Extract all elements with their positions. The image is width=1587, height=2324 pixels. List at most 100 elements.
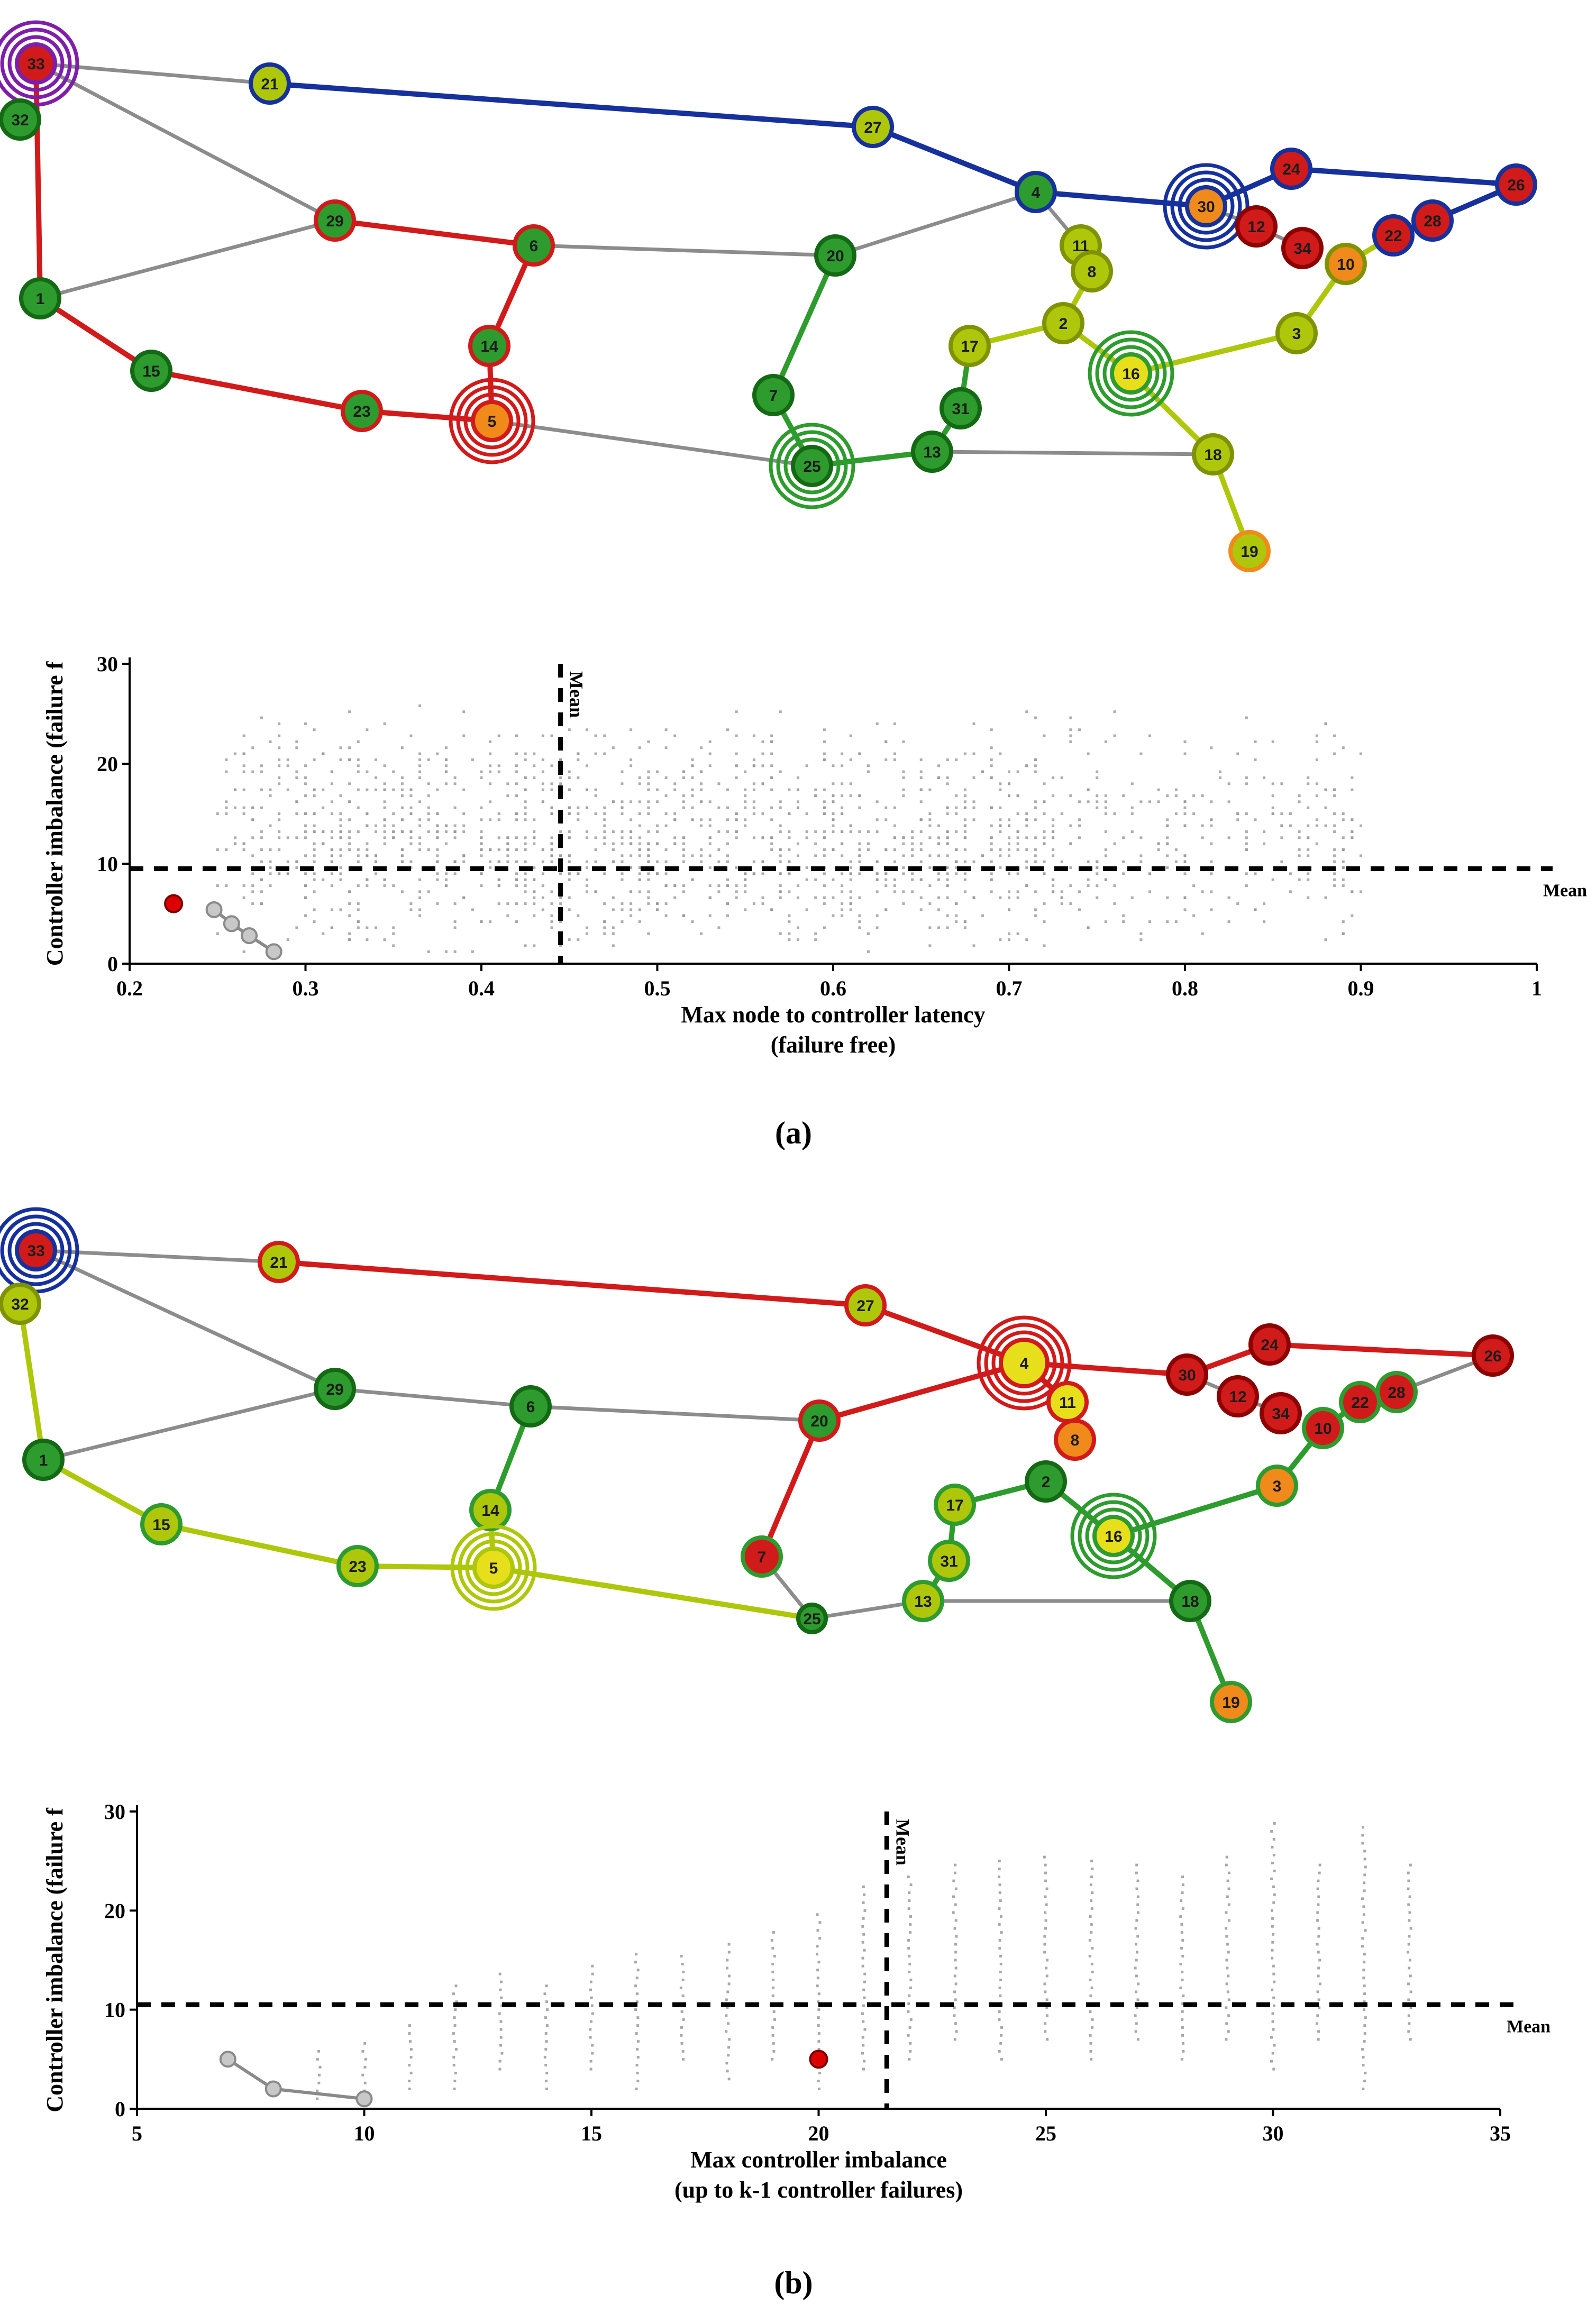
cloud-dot [400,818,404,821]
cloud-dot [295,746,298,749]
cloud-dot [621,842,624,845]
cloud-dot [761,836,764,839]
cloud-dot [400,746,404,749]
column-dot [1044,1990,1047,1993]
cloud-dot [1333,794,1336,797]
cloud-dot [1245,872,1248,875]
cloud-dot [559,902,562,905]
graph-node-4 [999,1338,1050,1388]
column-dot [727,2046,731,2049]
cloud-dot [902,902,905,905]
cloud-dot [586,860,588,863]
column-dot [1046,1959,1049,1962]
cloud-dot [1078,728,1081,731]
graph-node-label: 27 [856,1297,874,1315]
cloud-dot [286,836,289,839]
cloud-dot [436,902,439,905]
cloud-dot [1174,860,1178,863]
cloud-dot [893,890,896,893]
cloud-dot [418,848,422,852]
cloud-dot [990,836,993,839]
cloud-dot [1183,800,1187,803]
cloud-dot [313,872,316,875]
cloud-dot [1122,872,1125,875]
cloud-dot [348,746,351,749]
cloud-dot [339,824,342,827]
cloud-dot [1307,836,1310,839]
column-dot [498,2067,501,2071]
graph-node-label: 29 [326,213,343,230]
column-dot [1225,2006,1228,2009]
column-dot [452,2032,455,2035]
chain-point [205,901,223,918]
column-dot [998,1907,1001,1910]
cloud-dot [400,776,404,779]
cloud-dot [832,878,835,881]
column-dot [1090,1962,1093,1965]
graph-node-label: 25 [803,1611,820,1628]
cloud-dot [445,758,448,761]
column-dot [1181,1939,1184,1942]
graph-node-7 [741,1535,783,1578]
cloud-dot [788,848,791,852]
cloud-dot [1289,812,1292,815]
cloud-dot [550,782,553,785]
cloud-dot [480,830,483,834]
column-dot [589,2036,592,2039]
cloud-dot [972,776,975,779]
graph-node-label: 30 [1178,1367,1196,1384]
cloud-dot [339,758,342,761]
cloud-dot [234,842,236,845]
graph-edge [332,218,536,248]
cloud-dot [682,836,685,839]
cloud-dot [735,836,738,839]
column-dot [816,1913,819,1916]
graph-node-14 [469,1489,512,1531]
cloud-dot [875,926,879,929]
cloud-dot [242,812,245,815]
graph-edge [41,1387,337,1462]
cloud-dot [1069,866,1072,870]
cloud-dot [875,722,879,725]
cloud-dot [330,884,333,887]
cloud-dot [955,902,958,905]
cloud-dot [471,908,474,911]
graph-node-label: 7 [758,1549,767,1566]
cloud-dot [1298,878,1301,881]
column-dot [1135,1871,1138,1874]
cloud-dot [1025,848,1028,852]
cloud-dot [647,740,650,743]
cloud-dot [550,764,553,767]
cloud-dot [1034,848,1037,852]
column-dot [999,1962,1002,1965]
cloud-dot [409,836,413,839]
cloud-dot [462,824,466,827]
graph-node-8 [1054,1419,1096,1461]
cloud-dot [770,740,773,743]
cloud-dot [797,776,799,779]
cloud-dot [594,812,597,815]
y-tick-label: 0 [107,952,118,976]
cloud-dot [647,890,650,893]
cloud-dot [911,854,914,857]
cloud-dot [375,776,377,779]
node-ring [776,430,848,502]
cloud-dot [330,812,333,815]
cloud-dot [1034,800,1037,803]
column-dot [680,2042,683,2045]
graph-node-12 [1217,1375,1259,1417]
cloud-dot [823,884,826,887]
node-ring [1088,330,1174,417]
column-dot [1225,1927,1228,1930]
column-dot [408,2024,411,2027]
graph-node-34 [1260,1392,1302,1434]
cloud-dot [1104,854,1107,857]
column-dot [498,1972,501,1975]
cloud-dot [621,836,624,839]
cloud-dot [797,854,799,857]
cloud-dot [603,902,606,905]
y-tick-label: 30 [104,1800,125,1824]
column-dot [999,1899,1002,1902]
graph-node-33 [15,1229,57,1271]
cloud-dot [524,884,527,887]
